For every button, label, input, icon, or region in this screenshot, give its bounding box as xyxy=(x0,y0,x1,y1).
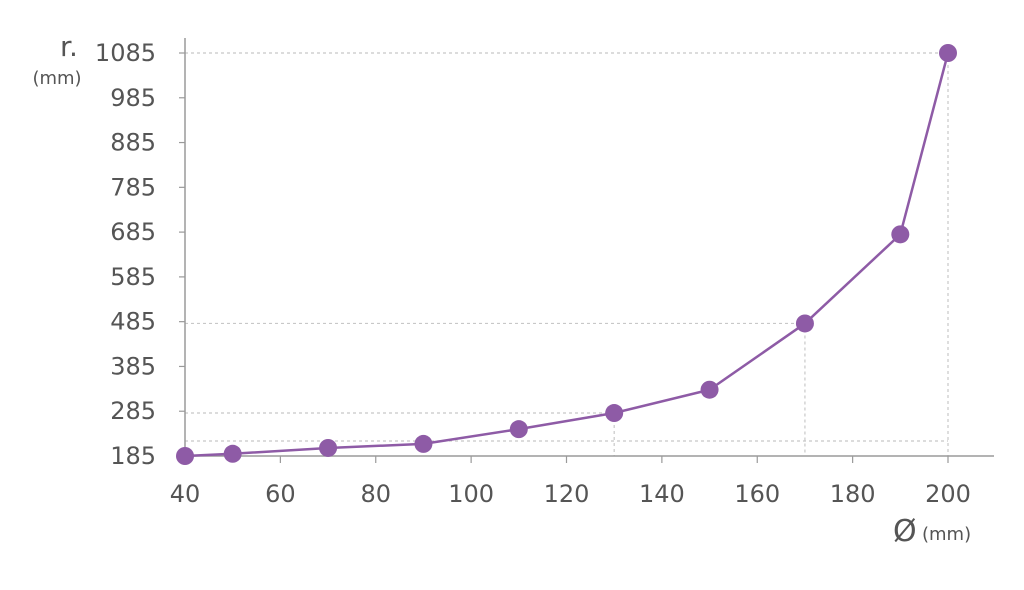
data-point xyxy=(414,434,433,453)
data-point xyxy=(223,444,242,463)
x-tick-label: 160 xyxy=(734,480,780,508)
y-tick-label: 285 xyxy=(110,397,156,425)
x-tick-label: 100 xyxy=(448,480,494,508)
x-tick-label: 40 xyxy=(170,480,201,508)
x-tick-label: 80 xyxy=(360,480,391,508)
data-point xyxy=(509,420,528,439)
x-tick-label: 120 xyxy=(544,480,590,508)
x-tick-label: 140 xyxy=(639,480,685,508)
y-tick-label: 485 xyxy=(110,308,156,336)
y-ticks: 185 285 385 485 585 685 785 885 985 1085 xyxy=(95,39,185,470)
axes xyxy=(184,38,994,457)
y-tick-label: 585 xyxy=(110,263,156,291)
data-point xyxy=(605,404,624,423)
reference-lines xyxy=(185,52,949,456)
y-tick-label: 1085 xyxy=(95,39,156,67)
y-axis-unit: (mm) xyxy=(32,68,81,89)
series-group xyxy=(176,44,957,465)
data-point xyxy=(891,225,910,244)
series-line xyxy=(184,52,950,458)
data-point xyxy=(795,314,814,333)
y-tick-label: 185 xyxy=(110,442,156,470)
x-axis-label: Ø xyxy=(893,514,917,549)
data-point xyxy=(700,380,719,399)
y-tick-label: 685 xyxy=(110,218,156,246)
data-point xyxy=(939,44,957,62)
data-point xyxy=(176,447,194,465)
x-axis-unit: (mm) xyxy=(922,524,971,545)
y-tick-label: 985 xyxy=(110,84,156,112)
x-ticks: 40 60 80 100 120 140 160 180 200 xyxy=(170,456,971,508)
y-tick-label: 385 xyxy=(110,352,156,380)
y-tick-label: 785 xyxy=(110,173,156,201)
x-tick-label: 60 xyxy=(265,480,296,508)
y-axis-label: r. xyxy=(60,30,78,63)
data-point xyxy=(319,438,338,457)
y-tick-label: 885 xyxy=(110,129,156,157)
x-tick-label: 200 xyxy=(925,480,971,508)
x-tick-label: 180 xyxy=(830,480,876,508)
